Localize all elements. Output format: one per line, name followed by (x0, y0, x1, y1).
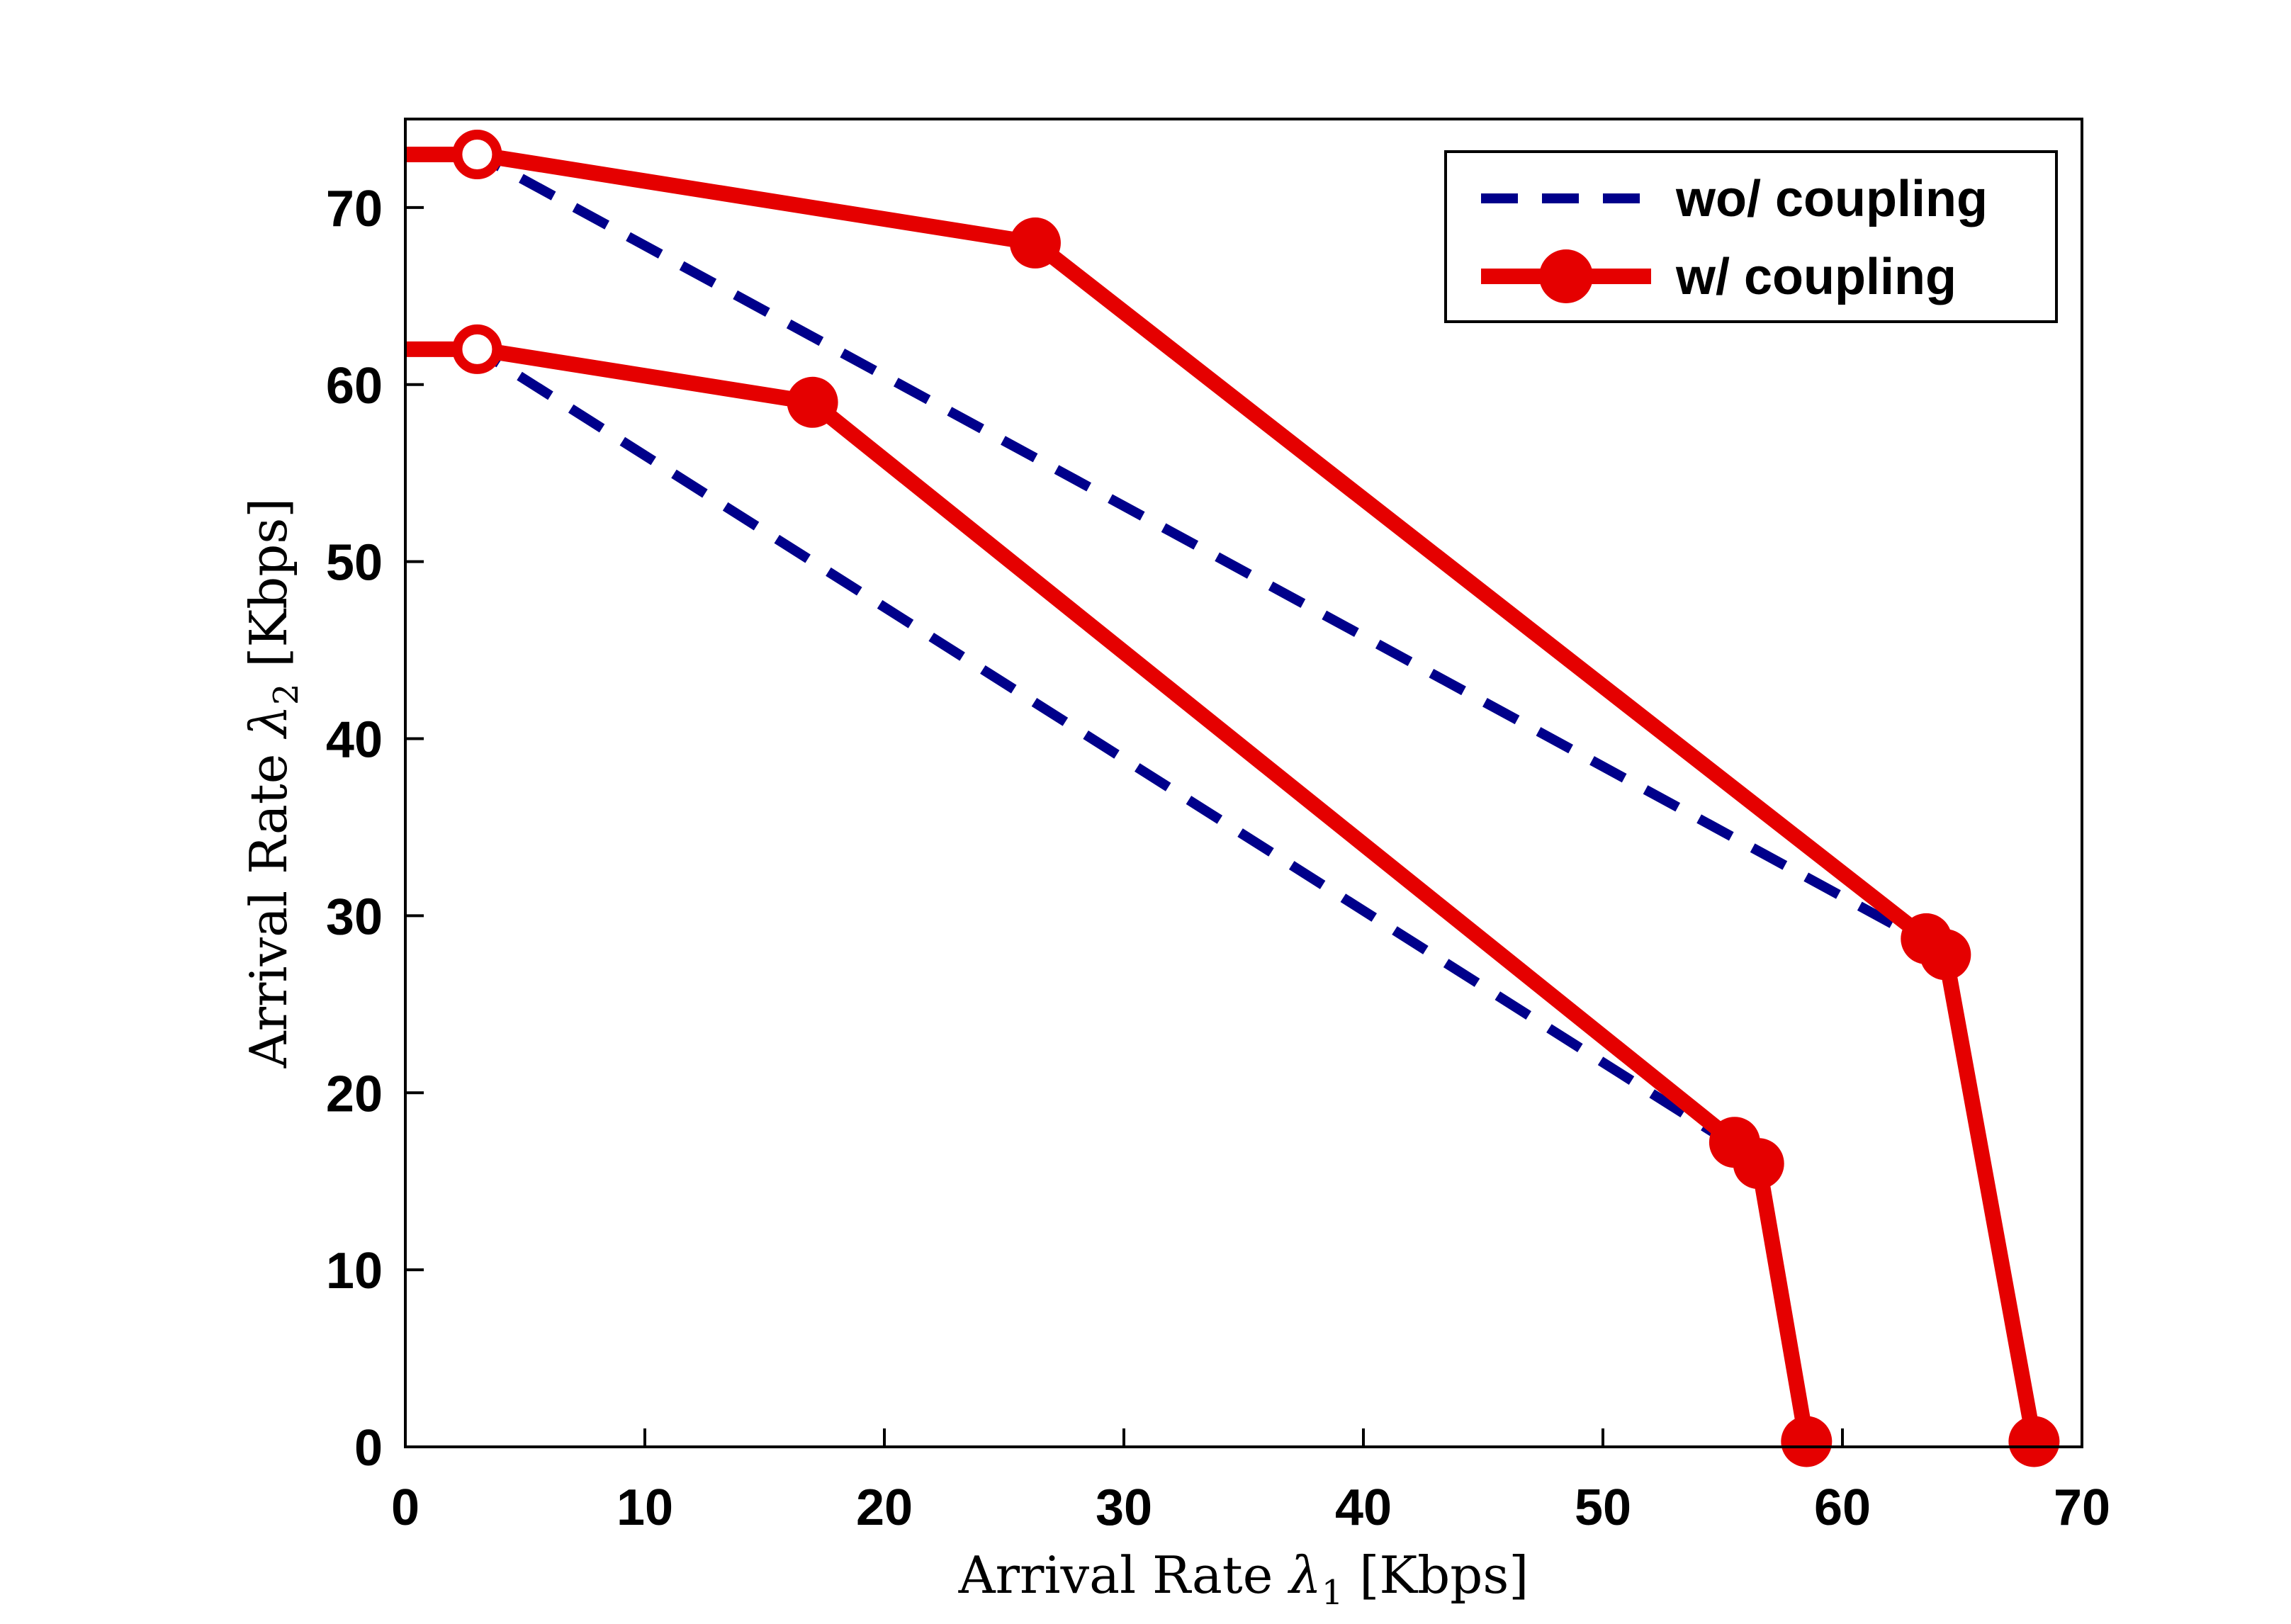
series-line-w-coupling-3 (405, 341, 1815, 1443)
data-point-w-coupling-2-4 (1920, 929, 1971, 981)
data-point-w-coupling-2-2 (1009, 217, 1061, 269)
x-tick-label-0: 0 (391, 1479, 420, 1536)
y-tick-label-60: 60 (326, 358, 383, 415)
series-layer (405, 129, 2060, 1467)
y-axis-title: Arrival Rate λ2 [Kbps] (239, 498, 306, 1069)
y-tick-label-10: 10 (326, 1243, 383, 1299)
x-tick-label-60: 60 (1814, 1479, 1871, 1536)
legend: wo/ coupling w/ coupling (1444, 150, 2058, 323)
data-point-w-coupling-3-5 (1781, 1416, 1833, 1467)
series-line-wo-coupling-1 (405, 344, 1738, 1151)
y-tick-label-50: 50 (326, 535, 383, 592)
y-tick-label-70: 70 (326, 181, 383, 237)
data-point-w-coupling-2-5 (2008, 1416, 2060, 1467)
x-tick-label-70: 70 (2054, 1479, 2110, 1536)
data-point-w-coupling-3-1 (452, 324, 502, 374)
data-point-w-coupling-3-4 (1733, 1138, 1784, 1190)
x-tick-label-10: 10 (617, 1479, 673, 1536)
y-tick-label-20: 20 (326, 1066, 383, 1122)
x-tick-label-40: 40 (1335, 1479, 1392, 1536)
series-line-w-coupling-2 (405, 146, 2042, 1443)
legend-marker-w-coupling (1539, 249, 1593, 303)
data-point-w-coupling-2-1 (452, 129, 502, 179)
legend-label-wo-coupling: wo/ coupling (1675, 171, 1988, 227)
y-tick-label-40: 40 (326, 712, 383, 769)
legend-box (1444, 150, 2058, 323)
x-axis-title: Arrival Rate λ1 [Kbps] (958, 1545, 1529, 1613)
x-tick-label-20: 20 (856, 1479, 913, 1536)
y-tick-label-0: 0 (354, 1420, 383, 1477)
axes-frame (404, 118, 2083, 1448)
data-point-w-coupling-3-2 (787, 376, 838, 428)
y-tick-label-30: 30 (326, 889, 383, 945)
x-tick-label-50: 50 (1575, 1479, 1631, 1536)
legend-label-w-coupling: w/ coupling (1675, 249, 1957, 305)
ticks-layer: 0 10 20 30 40 50 60 70 0 10 20 30 40 50 60 70 (326, 181, 2110, 1536)
x-tick-label-30: 30 (1096, 1479, 1152, 1536)
